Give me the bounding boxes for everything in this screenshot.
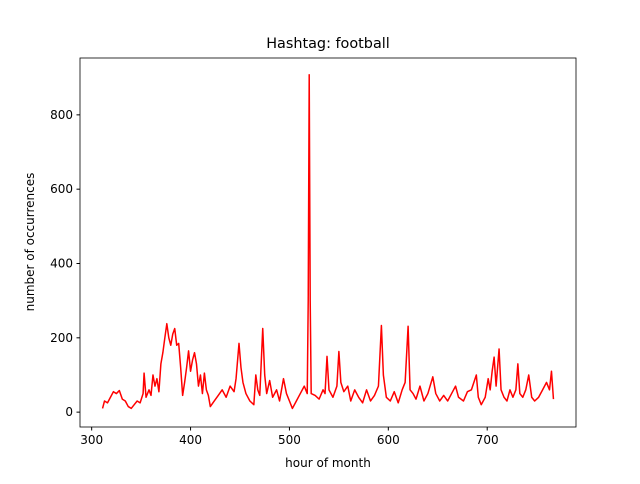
y-tick-label: 600 [50,182,73,196]
x-tick-label: 500 [278,433,301,447]
y-tick-label: 400 [50,256,73,270]
x-tick-label: 400 [179,433,202,447]
y-tick-label: 200 [50,331,73,345]
y-axis-label: number of occurrences [23,173,37,312]
y-tick-label: 0 [65,405,73,419]
x-axis-label: hour of month [285,456,371,470]
x-tick-label: 300 [80,433,103,447]
plot-frame [79,57,577,428]
chart-title: Hashtag: football [266,36,390,52]
y-tick-label: 800 [50,108,73,122]
x-tick-label: 700 [476,433,499,447]
x-tick-label: 600 [377,433,400,447]
data-line [101,73,555,410]
